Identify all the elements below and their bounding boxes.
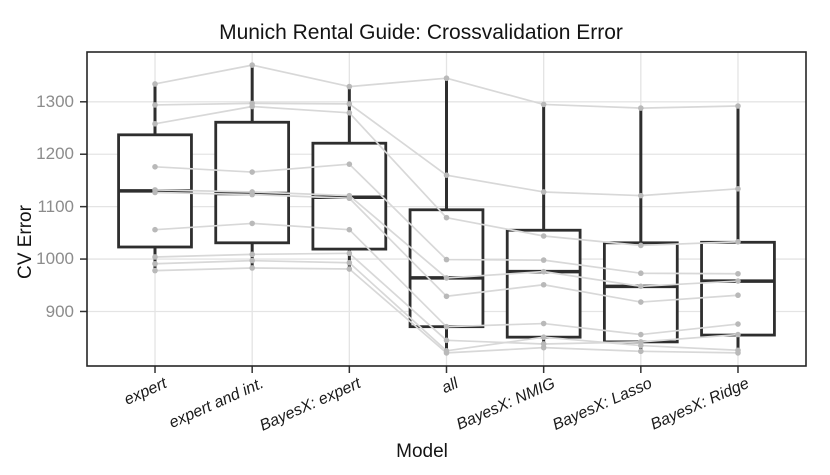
fold-points — [152, 62, 741, 356]
y-tick-label-1300: 1300 — [36, 92, 74, 111]
panel-border — [86, 51, 807, 367]
y-tick-label-1200: 1200 — [36, 144, 74, 163]
y-tick-label-1100: 1100 — [37, 197, 74, 216]
box-bayesx-lasso — [602, 108, 679, 352]
y-tick-label-1000: 1000 — [36, 249, 74, 268]
y-tick-label-900: 900 — [45, 302, 74, 321]
x-axis-title: Model — [396, 441, 448, 462]
chart-title: Munich Rental Guide: Crossvalidation Err… — [219, 21, 623, 44]
axis-tick-marks — [80, 101, 739, 373]
